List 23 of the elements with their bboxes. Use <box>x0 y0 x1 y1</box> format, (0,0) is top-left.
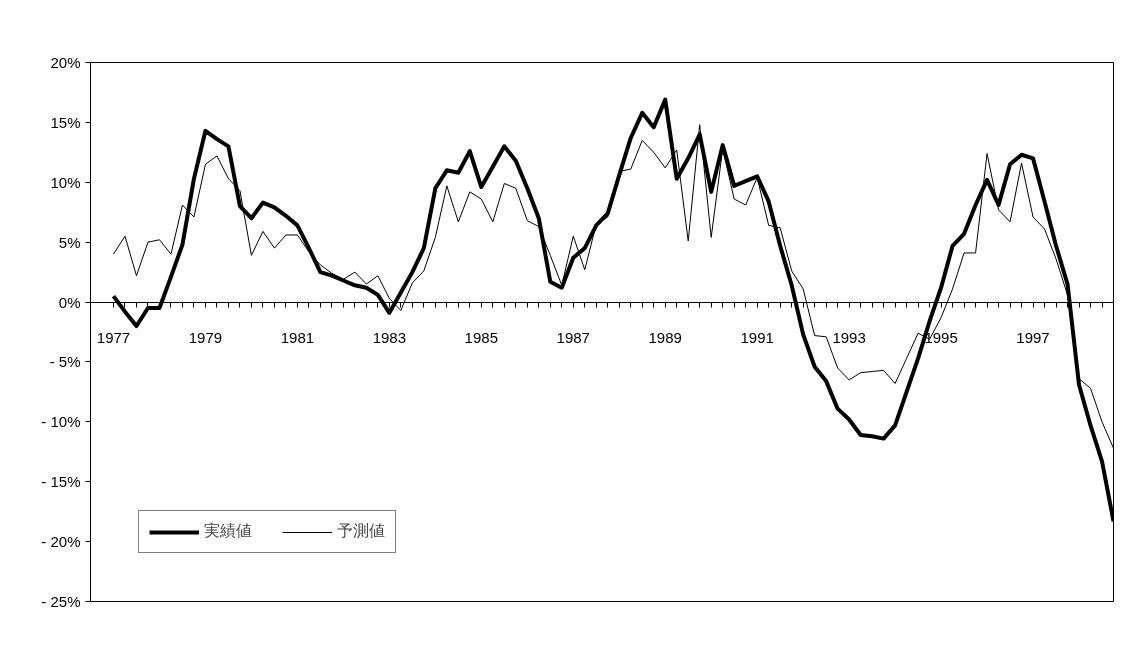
x-tick-label: 1981 <box>280 329 315 347</box>
y-tick-label: 20% <box>50 54 81 71</box>
legend-label: 実績値 <box>204 521 252 542</box>
y-tick-label: - 20% <box>41 533 81 551</box>
y-tick-label: 5% <box>58 233 81 251</box>
x-tick-label: 1989 <box>648 329 682 347</box>
x-tick-label: 1983 <box>372 329 407 347</box>
x-tick-label: 1979 <box>188 329 223 347</box>
x-tick-label: 1985 <box>464 329 498 347</box>
x-tick-label: 1997 <box>1016 329 1050 347</box>
legend-label: 予測値 <box>337 521 385 542</box>
y-tick-label: 0% <box>58 293 81 311</box>
y-tick-label: - 10% <box>41 413 81 431</box>
x-tick-label: 1977 <box>96 329 131 347</box>
y-tick-label: - 15% <box>41 473 81 491</box>
x-tick-label: 1991 <box>740 329 774 347</box>
x-tick-label: 1993 <box>832 329 866 347</box>
x-tick-label: 1995 <box>924 329 958 347</box>
y-tick-label: - 5% <box>49 353 81 371</box>
x-tick-label: 1987 <box>556 329 590 347</box>
y-tick-label: - 25% <box>41 593 81 610</box>
y-tick-label: 15% <box>50 113 81 131</box>
y-tick-label: 10% <box>50 173 81 191</box>
